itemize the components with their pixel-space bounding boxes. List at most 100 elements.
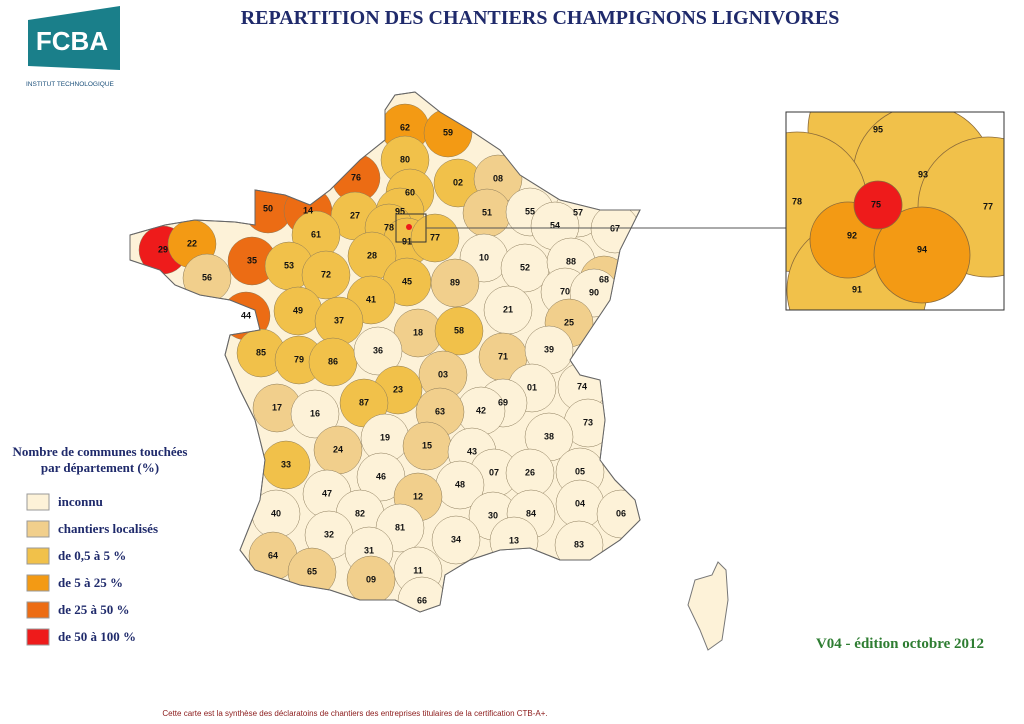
- department-label: 49: [293, 305, 303, 315]
- legend-label: de 0,5 à 5 %: [58, 548, 126, 563]
- paris-marker: [406, 224, 412, 230]
- department-area: [353, 326, 403, 376]
- department-label: 39: [544, 344, 554, 354]
- inset-frame: [785, 111, 1005, 311]
- department-label: 63: [435, 406, 445, 416]
- department-label: 85: [256, 347, 266, 357]
- department-label: 27: [350, 210, 360, 220]
- inset-map: 95 93 78 77 91 92 94 75: [786, 112, 1004, 310]
- department-label: 40: [271, 508, 281, 518]
- department-label: 26: [525, 467, 535, 477]
- inset-label: 91: [852, 284, 862, 294]
- department-label: 37: [334, 315, 344, 325]
- department-label: 70: [560, 286, 570, 296]
- department-label: 16: [310, 408, 320, 418]
- department-label: 95: [395, 206, 405, 216]
- department-label: 06: [616, 508, 626, 518]
- department-area: [430, 258, 480, 308]
- department-label: 84: [526, 508, 536, 518]
- legend-label: de 50 à 100 %: [58, 629, 136, 644]
- department-label: 69: [498, 397, 508, 407]
- department-label: 64: [268, 550, 278, 560]
- inset-label: 75: [871, 199, 881, 209]
- inset-areas: [786, 112, 1004, 310]
- department-label: 62: [400, 122, 410, 132]
- department-label: 71: [498, 351, 508, 361]
- department-label: 19: [380, 432, 390, 442]
- department-label: 45: [402, 276, 412, 286]
- department-area: [434, 306, 484, 356]
- logo-shape: [28, 6, 120, 70]
- department-label: 88: [566, 256, 576, 266]
- department-label: 09: [366, 574, 376, 584]
- department-label: 51: [482, 207, 492, 217]
- department-label: 57: [573, 207, 583, 217]
- department-label: 03: [438, 369, 448, 379]
- inset-label: 95: [873, 124, 883, 134]
- department-label: 21: [503, 304, 513, 314]
- inset-label: 94: [917, 244, 927, 254]
- department-label: 04: [575, 498, 585, 508]
- logo-subtitle: INSTITUT TECHNOLOGIQUE: [26, 81, 115, 88]
- department-label: 74: [577, 381, 587, 391]
- department-area: [596, 489, 640, 539]
- legend-label: chantiers localisés: [58, 521, 158, 536]
- department-label: 07: [489, 467, 499, 477]
- logo: FCBA INSTITUT TECHNOLOGIQUE: [26, 6, 120, 88]
- department-label: 22: [187, 238, 197, 248]
- department-label: 77: [430, 232, 440, 242]
- department-label: 31: [364, 545, 374, 555]
- department-label: 35: [247, 255, 257, 265]
- department-label: 36: [373, 345, 383, 355]
- department-label: 14: [303, 205, 313, 215]
- department-label: 18: [413, 327, 423, 337]
- department-label: 91: [402, 236, 412, 246]
- department-label: 41: [366, 294, 376, 304]
- department-label: 54: [550, 220, 560, 230]
- department-label: 12: [413, 491, 423, 501]
- department-label: 43: [467, 446, 477, 456]
- legend-label: inconnu: [58, 494, 103, 509]
- logo-text: FCBA: [36, 26, 108, 56]
- department-label: 68: [599, 274, 609, 284]
- inset-label: 92: [847, 230, 857, 240]
- department-label: 28: [367, 250, 377, 260]
- department-area: [410, 213, 460, 263]
- department-label: 17: [272, 402, 282, 412]
- department-label: 02: [453, 177, 463, 187]
- department-label: 30: [488, 510, 498, 520]
- inset-label: 93: [918, 169, 928, 179]
- department-label: 46: [376, 471, 386, 481]
- department-label: 29: [158, 244, 168, 254]
- department-label: 72: [321, 269, 331, 279]
- department-label: 25: [564, 317, 574, 327]
- department-area: [290, 389, 340, 439]
- department-label: 50: [263, 203, 273, 213]
- department-label: 58: [454, 325, 464, 335]
- department-label: 86: [328, 356, 338, 366]
- department-label: 47: [322, 488, 332, 498]
- corsica: [687, 561, 729, 651]
- department-label: 59: [443, 127, 453, 137]
- department-label: 60: [405, 187, 415, 197]
- department-label: 32: [324, 529, 334, 539]
- department-label: 55: [525, 206, 535, 216]
- department-label: 89: [450, 277, 460, 287]
- title: REPARTITION DES CHANTIERS CHAMPIGNONS LI…: [241, 7, 840, 29]
- legend-label: de 5 à 25 %: [58, 575, 123, 590]
- legend-swatch: [26, 628, 50, 646]
- department-label: 81: [395, 522, 405, 532]
- legend-swatch: [26, 493, 50, 511]
- department-label: 38: [544, 431, 554, 441]
- department-label: 23: [393, 384, 403, 394]
- legend-swatch: [26, 520, 50, 538]
- inset-area: [853, 180, 903, 230]
- department-label: 01: [527, 382, 537, 392]
- department-label: 83: [574, 539, 584, 549]
- department-label: 65: [307, 566, 317, 576]
- department-label: 15: [422, 440, 432, 450]
- inset-label: 78: [792, 196, 802, 206]
